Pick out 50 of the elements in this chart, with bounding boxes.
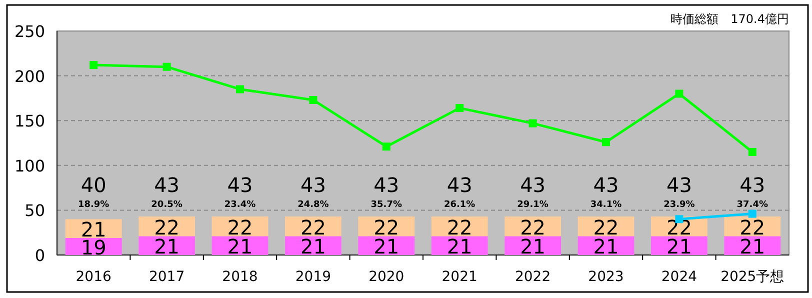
point — [602, 138, 610, 146]
point — [382, 142, 390, 151]
point — [162, 62, 171, 71]
x-tick-label: 2022 — [514, 269, 551, 285]
y-tick-label: 250 — [14, 22, 45, 41]
point — [748, 148, 756, 156]
point — [236, 85, 244, 94]
annotation: 35.7% — [370, 200, 402, 210]
annotation: 37.4% — [736, 200, 768, 210]
total-label: 43 — [666, 173, 692, 197]
total-label: 43 — [446, 173, 472, 197]
point — [309, 96, 318, 104]
annotation: 26.1% — [444, 200, 476, 210]
data-label: 21 — [666, 234, 692, 259]
point — [748, 210, 756, 218]
x-tick-label: 2024 — [661, 269, 698, 285]
x-tick-label: 2017 — [148, 269, 185, 285]
y-tick-label: 150 — [14, 112, 45, 131]
point — [528, 119, 537, 128]
annotation: 29.1% — [517, 200, 548, 210]
annotation: 23.9% — [664, 200, 695, 210]
total-label: 43 — [520, 173, 546, 197]
y-tick-label: 0 — [34, 246, 45, 265]
total-label: 43 — [300, 173, 326, 197]
y-tick-label: 50 — [24, 201, 45, 220]
point — [675, 90, 684, 98]
y-tick-label: 100 — [14, 156, 45, 176]
point — [456, 104, 464, 112]
point — [90, 61, 98, 70]
total-label: 40 — [80, 173, 106, 197]
x-tick-label: 2019 — [295, 269, 332, 285]
x-tick-label: 2016 — [76, 269, 112, 285]
x-tick-label: 2018 — [222, 269, 258, 285]
total-label: 43 — [154, 173, 180, 197]
annotation: 20.5% — [151, 200, 182, 210]
y-tick-label: 200 — [14, 66, 45, 86]
annotation: 34.1% — [590, 200, 622, 210]
x-tick-label: 2023 — [588, 269, 624, 285]
total-label: 43 — [374, 173, 400, 197]
x-tick-label: 2021 — [442, 269, 478, 285]
annotation: 18.9% — [78, 200, 110, 210]
annotation: 24.8% — [298, 200, 329, 210]
chart-subtitle: 時価総額 170.4億円 — [670, 12, 789, 26]
x-tick-label: 2020 — [368, 269, 404, 285]
total-label: 43 — [740, 173, 766, 197]
total-label: 43 — [227, 173, 253, 197]
data-label: 19 — [80, 235, 106, 260]
annotation: 23.4% — [224, 200, 256, 210]
total-label: 43 — [593, 173, 619, 197]
x-tick-label: 2025予想 — [720, 269, 784, 285]
